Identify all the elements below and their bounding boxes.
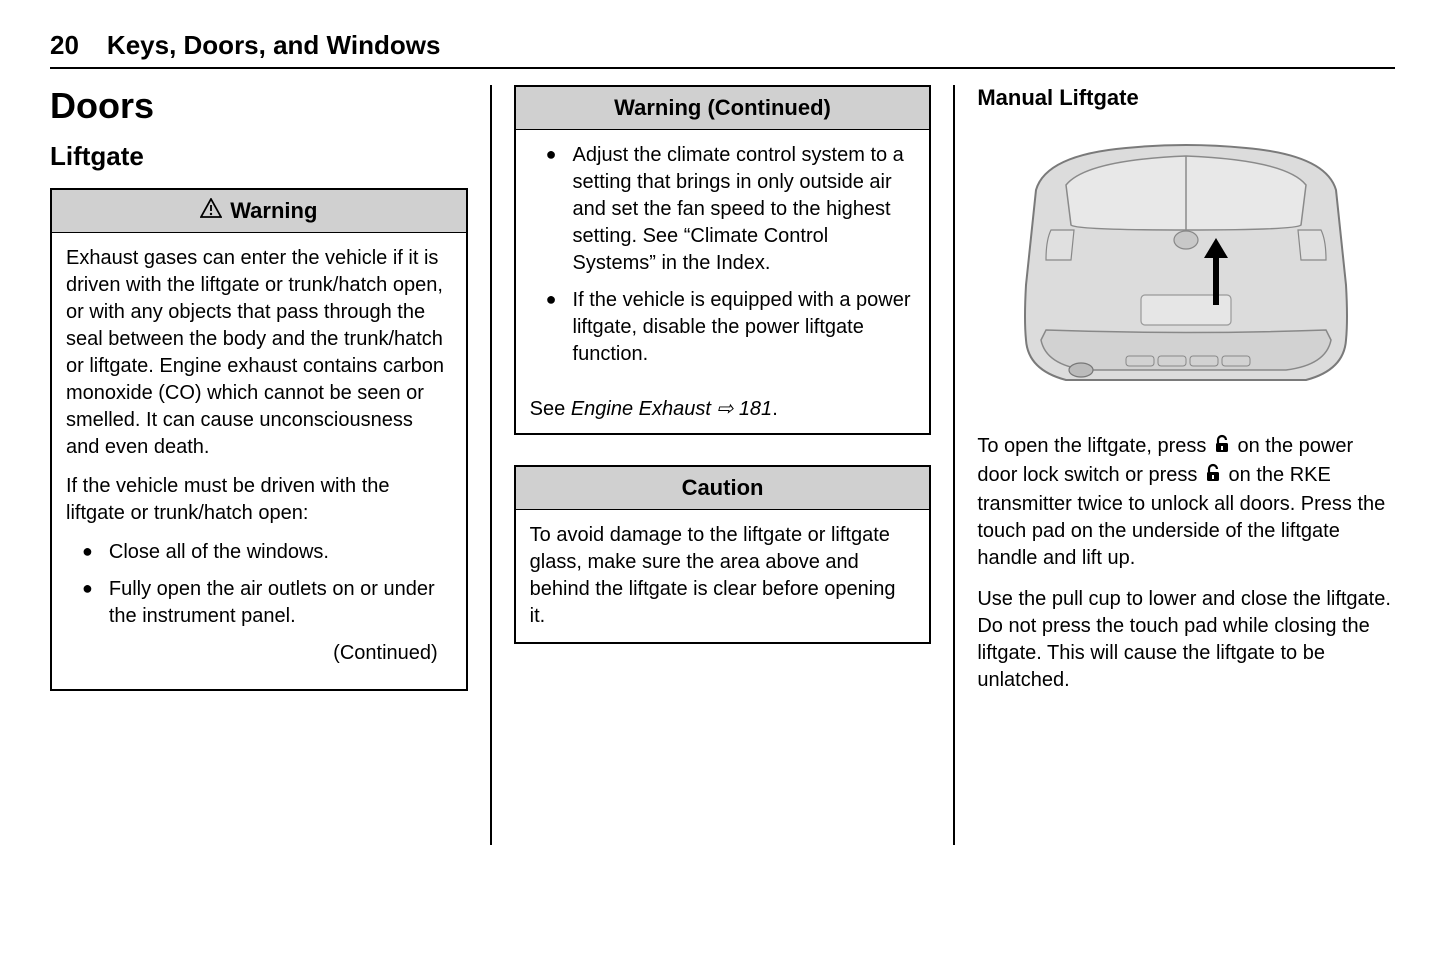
section-heading-doors: Doors [50,85,468,127]
bullet-icon: ● [546,287,557,368]
warning-continued-header: Warning (Continued) [516,87,930,130]
warning-body: Exhaust gases can enter the vehicle if i… [52,233,466,689]
unlock-icon [1212,434,1232,462]
caution-box: Caution To avoid damage to the liftgate … [514,465,932,644]
bullet-icon: ● [82,576,93,630]
list-item-text: If the vehicle is equipped with a power … [573,287,916,368]
list-item: ●Adjust the climate control system to a … [530,142,916,277]
bullet-icon: ● [546,142,557,277]
see-ref-period: . [772,398,778,420]
content-columns: Doors Liftgate Warning Exhaust gases can… [50,85,1395,845]
subsection-heading-manual-liftgate: Manual Liftgate [977,85,1395,111]
manual-liftgate-paragraph-2: Use the pull cup to lower and close the … [977,586,1395,694]
caution-body: To avoid damage to the liftgate or liftg… [516,510,930,642]
list-item: ●If the vehicle is equipped with a power… [530,287,916,368]
warning-label: Warning [230,198,317,224]
see-ref-page: 181 [739,398,772,420]
warning-paragraph-2: If the vehicle must be driven with the l… [66,473,452,527]
caution-label: Caution [682,475,764,501]
unlock-icon [1203,463,1223,491]
bullet-icon: ● [82,539,93,566]
see-ref-title: Engine Exhaust [571,398,711,420]
warning-continued-bullet-list: ●Adjust the climate control system to a … [530,142,916,368]
continued-label: (Continued) [66,640,452,677]
warning-continued-label: Warning (Continued) [614,95,831,121]
p1-part-a: To open the liftgate, press [977,435,1212,457]
warning-continued-box: Warning (Continued) ●Adjust the climate … [514,85,932,435]
page-header: 20 Keys, Doors, and Windows [50,30,1395,69]
warning-paragraph-1: Exhaust gases can enter the vehicle if i… [66,245,452,461]
see-ref-arrow: ⇨ [711,398,739,420]
list-item-text: Close all of the windows. [109,539,329,566]
warning-bullet-list: ● Close all of the windows. ● Fully open t… [66,539,452,630]
caution-paragraph: To avoid damage to the liftgate or liftg… [530,522,916,630]
column-1: Doors Liftgate Warning Exhaust gases can… [50,85,490,845]
caution-header: Caution [516,467,930,510]
subsection-heading-liftgate: Liftgate [50,141,468,172]
column-3: Manual Liftgate [955,85,1395,845]
see-prefix: See [530,398,571,420]
column-2: Warning (Continued) ●Adjust the climate … [492,85,954,845]
list-item-text: Adjust the climate control system to a s… [573,142,916,277]
see-reference: See Engine Exhaust ⇨ 181. [516,390,930,433]
list-item: ● Close all of the windows. [66,539,452,566]
vehicle-rear-illustration [977,125,1395,415]
page-number: 20 [50,30,79,61]
chapter-title: Keys, Doors, and Windows [107,30,440,61]
warning-header: Warning [52,190,466,233]
list-item-text: Fully open the air outlets on or under t… [109,576,452,630]
warning-continued-body: ●Adjust the climate control system to a … [516,130,930,390]
warning-triangle-icon [200,198,222,224]
list-item: ● Fully open the air outlets on or under … [66,576,452,630]
warning-box: Warning Exhaust gases can enter the vehi… [50,188,468,691]
manual-liftgate-paragraph-1: To open the liftgate, press on the power… [977,433,1395,572]
